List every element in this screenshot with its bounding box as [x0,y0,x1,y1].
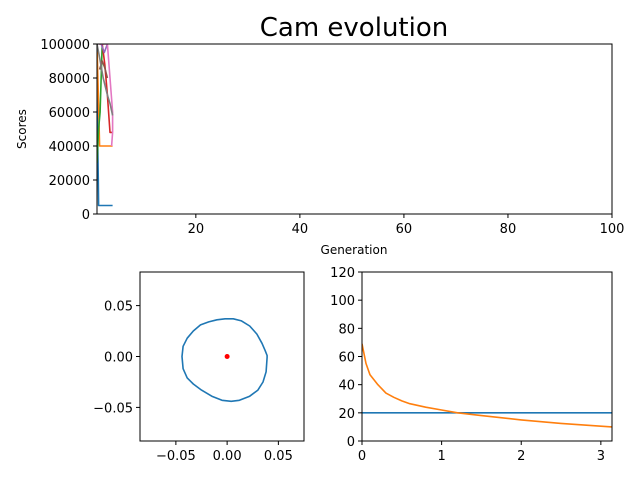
cam_profile-series-group [181,317,268,403]
curves-ytick-label: 100 [330,294,355,309]
curves-chart: 0 1 2 3 0 20 40 60 80 100 120 [330,266,613,464]
curves-ytick-label: 0 [347,435,355,450]
scores-series-line-3 [99,44,113,134]
scores-ylabel: Scores [15,109,29,149]
curves-series-group [362,343,612,428]
scores-series-line-1 [97,44,113,147]
cam_profile-xtick-label: 0.05 [264,449,293,464]
scores-ytick-label: 0 [82,208,90,223]
cam_profile-marker-point [224,354,230,359]
scores-series-group [97,44,114,207]
cam_profile-ytick-label: 0.00 [104,351,133,366]
scores-xtick-label: 40 [292,222,309,237]
curves-ytick-label: 20 [338,407,355,422]
cam_profile-ytick-label: −0.05 [93,401,133,416]
cam_profile-frame [139,271,305,442]
scores-series-line-2 [97,44,104,164]
scores-ytick-label: 20000 [49,174,90,189]
scores-series-line-7 [97,44,114,116]
scores-chart: Generation Scores 20 40 60 80 100 0 20000 40000… [15,38,624,257]
scores-xtick-label: 20 [188,222,205,237]
scores-ytick-label: 80000 [49,72,90,87]
curves-ytick-label: 120 [330,266,355,281]
curves-ytick-label: 40 [338,379,355,394]
curves-xtick-label: 3 [597,449,605,464]
scores-xlabel: Generation [321,243,388,257]
scores-xtick-label: 60 [396,222,413,237]
curves-ytick-label: 80 [338,322,355,337]
scores-ytick-label: 40000 [49,140,90,155]
scores-frame [96,43,613,215]
figure-title: Cam evolution [260,13,448,43]
curves-xtick-label: 2 [517,449,525,464]
scores-ytick-label: 60000 [49,106,90,121]
cam_profile-xtick-label: −0.05 [156,449,196,464]
curves-xtick-label: 1 [437,449,445,464]
curves-ytick-label: 60 [338,351,355,366]
cam_profile-ytick-label: 0.05 [104,300,133,315]
curves-xtick-label: 0 [358,449,366,464]
scores-xtick-label: 80 [500,222,517,237]
scores-ytick-label: 100000 [40,38,90,53]
curves-series-line-1 [362,343,612,428]
scores-series-line-6 [98,44,114,147]
cam_profile-series-line-0 [181,317,268,403]
scores-xtick-label: 100 [600,222,625,237]
scores-series-line-4 [100,44,109,54]
cam-profile-chart: −0.05 0.00 0.05 0.05 0.00 −0.05 [93,271,305,464]
cam_profile-xtick-label: 0.00 [213,449,242,464]
